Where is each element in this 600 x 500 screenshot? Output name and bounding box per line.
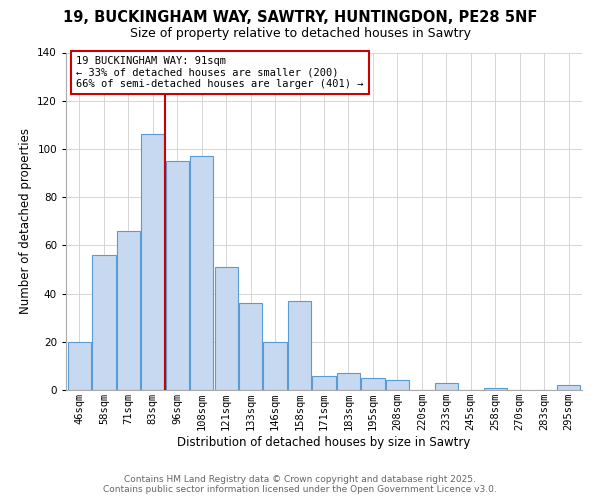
Bar xyxy=(313,376,335,390)
Bar xyxy=(117,231,140,390)
Bar xyxy=(484,388,507,390)
Y-axis label: Number of detached properties: Number of detached properties xyxy=(19,128,32,314)
Bar xyxy=(166,161,189,390)
Bar xyxy=(361,378,385,390)
Bar xyxy=(288,301,311,390)
Bar xyxy=(141,134,164,390)
X-axis label: Distribution of detached houses by size in Sawtry: Distribution of detached houses by size … xyxy=(178,436,470,449)
Bar xyxy=(190,156,214,390)
Text: 19, BUCKINGHAM WAY, SAWTRY, HUNTINGDON, PE28 5NF: 19, BUCKINGHAM WAY, SAWTRY, HUNTINGDON, … xyxy=(63,10,537,25)
Bar xyxy=(92,255,116,390)
Bar xyxy=(68,342,91,390)
Bar xyxy=(215,267,238,390)
Bar xyxy=(239,303,262,390)
Bar xyxy=(386,380,409,390)
Bar xyxy=(337,373,360,390)
Bar xyxy=(557,385,580,390)
Text: Size of property relative to detached houses in Sawtry: Size of property relative to detached ho… xyxy=(130,28,470,40)
Text: 19 BUCKINGHAM WAY: 91sqm
← 33% of detached houses are smaller (200)
66% of semi-: 19 BUCKINGHAM WAY: 91sqm ← 33% of detach… xyxy=(76,56,364,89)
Bar xyxy=(434,383,458,390)
Text: Contains HM Land Registry data © Crown copyright and database right 2025.
Contai: Contains HM Land Registry data © Crown c… xyxy=(103,474,497,494)
Bar xyxy=(263,342,287,390)
